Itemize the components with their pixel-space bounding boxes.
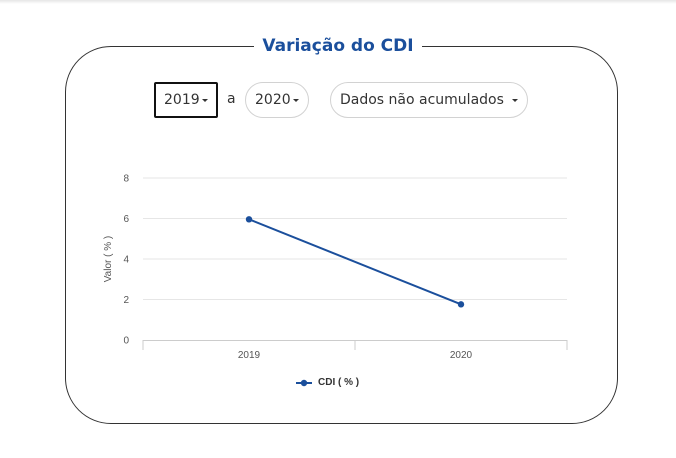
series-group bbox=[245, 216, 465, 308]
y-tick-label: 6 bbox=[123, 214, 129, 225]
legend-line-marker-icon bbox=[296, 379, 312, 386]
x-tick-label: 2020 bbox=[450, 350, 473, 361]
y-tick-label: 2 bbox=[123, 295, 129, 306]
series-line-cdi bbox=[248, 218, 462, 306]
grid-lines bbox=[143, 177, 567, 300]
y-axis-title: Valor ( % ) bbox=[103, 236, 114, 283]
x-axis: 2019 2020 bbox=[142, 340, 568, 361]
range-separator: a bbox=[227, 91, 236, 107]
y-tick-label: 4 bbox=[123, 255, 129, 266]
end-year-select[interactable]: 2020 bbox=[245, 82, 309, 118]
legend-item-cdi[interactable]: CDI ( % ) bbox=[296, 377, 359, 388]
y-tick-label: 0 bbox=[123, 336, 129, 347]
y-tick-label: 8 bbox=[123, 174, 129, 185]
caret-down-icon bbox=[202, 99, 208, 102]
y-tick-labels: 0 2 4 6 8 bbox=[123, 174, 129, 347]
x-tick-label: 2019 bbox=[238, 350, 261, 361]
end-year-value: 2020 bbox=[255, 92, 291, 108]
start-year-select[interactable]: 2019 bbox=[154, 82, 218, 118]
caret-down-icon bbox=[293, 99, 299, 102]
data-point[interactable] bbox=[457, 301, 465, 308]
legend-label: CDI ( % ) bbox=[318, 377, 360, 388]
caret-down-icon bbox=[512, 99, 518, 102]
start-year-value: 2019 bbox=[164, 92, 200, 108]
card-title-wrap: Variação do CDI bbox=[0, 35, 676, 57]
top-shadow bbox=[0, 0, 676, 4]
mode-select[interactable]: Dados não acumulados bbox=[330, 82, 528, 118]
mode-value: Dados não acumulados bbox=[340, 92, 504, 108]
data-point[interactable] bbox=[245, 216, 253, 223]
card-title: Variação do CDI bbox=[254, 35, 422, 57]
